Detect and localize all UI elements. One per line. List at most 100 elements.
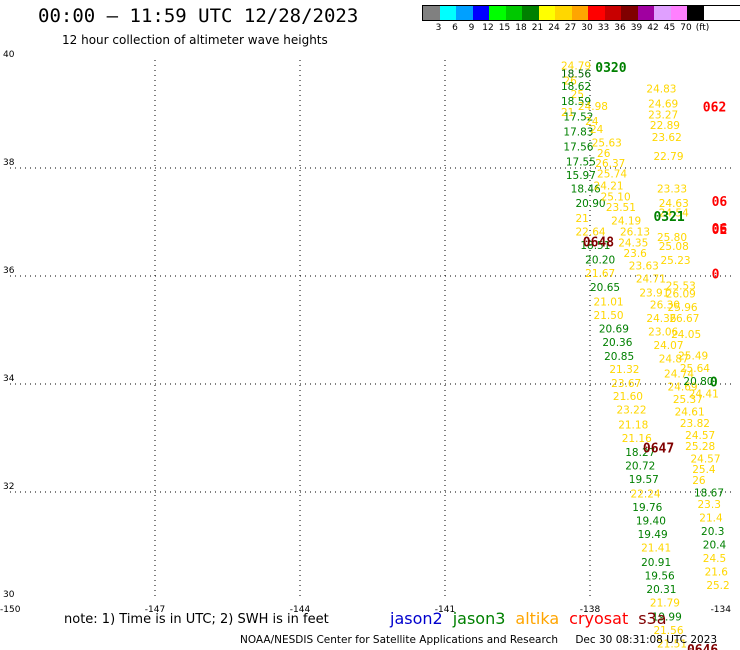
wave-height-value: 21.79 bbox=[650, 597, 680, 609]
grid-lines bbox=[10, 60, 731, 600]
wave-height-value: 23.06 bbox=[648, 326, 678, 338]
wave-height-value: 24.83 bbox=[646, 83, 676, 95]
wave-height-value: 21.01 bbox=[594, 297, 624, 309]
wave-height-value: 21.32 bbox=[609, 364, 639, 376]
footnote: note: 1) Time is in UTC; 2) SWH is in fe… bbox=[64, 612, 329, 627]
wave-height-value: 26.30 bbox=[650, 299, 680, 311]
x-tick-label: -138 bbox=[580, 605, 601, 615]
legend-entry-s3a: s3a bbox=[638, 609, 667, 628]
generated-timestamp: Dec 30 08:31:08 UTC 2023 bbox=[575, 634, 718, 646]
wave-height-value: 21.41 bbox=[641, 542, 671, 554]
color-scale-swatches bbox=[422, 5, 740, 21]
wave-height-value: 25.28 bbox=[685, 441, 715, 453]
wave-height-value: 26.13 bbox=[620, 227, 650, 239]
y-tick-label: 30 bbox=[3, 590, 15, 600]
wave-height-value: 19.57 bbox=[629, 474, 659, 486]
pass-time-label: 062 bbox=[703, 100, 726, 115]
wave-height-value: 23.63 bbox=[629, 261, 659, 273]
wave-height-value: 25.64 bbox=[680, 363, 710, 375]
wave-height-value: 20.69 bbox=[599, 324, 629, 336]
time-labels: 0320032106480647064606206060E00 bbox=[583, 61, 728, 650]
color-swatch bbox=[472, 6, 489, 20]
credit-line: NOAA/NESDIS Center for Satellite Applica… bbox=[240, 634, 717, 646]
pass-time-label: 0647 bbox=[643, 442, 674, 457]
wave-height-value: 21.56 bbox=[653, 625, 683, 637]
wave-height-value: 24.57 bbox=[690, 453, 720, 465]
color-swatch bbox=[456, 6, 473, 20]
color-scale-label: 24 bbox=[548, 23, 560, 33]
wave-height-value: 24.54 bbox=[659, 208, 689, 220]
pass-time-label: 0E bbox=[712, 223, 728, 238]
satellite-legend: jason2 jason3 altika cryosat s3a bbox=[390, 609, 677, 628]
wave-height-value: 23.62 bbox=[652, 132, 682, 144]
color-swatch bbox=[670, 6, 687, 20]
x-tick-label: -147 bbox=[145, 605, 165, 615]
wave-height-value: 21.60 bbox=[613, 391, 643, 403]
wave-height-value: 18.51 bbox=[580, 240, 610, 252]
wave-height-value: 18.56 bbox=[561, 68, 591, 80]
wave-height-value: 20.80 bbox=[683, 376, 713, 388]
wave-height-value: 18.59 bbox=[561, 96, 591, 108]
wave-height-value: 26 bbox=[597, 148, 611, 160]
wave-height-value: 24 bbox=[585, 116, 599, 128]
wave-height-value: 24.69 bbox=[648, 99, 678, 111]
wave-height-value: 20.85 bbox=[604, 351, 634, 363]
wave-height-value: 20.36 bbox=[602, 337, 632, 349]
wave-height-value: 20.65 bbox=[590, 282, 620, 294]
wave-height-value: 20.20 bbox=[585, 255, 615, 267]
wave-height-value: 21.4 bbox=[699, 513, 723, 525]
wave-height-value: 25.80 bbox=[657, 232, 687, 244]
wave-height-value: 21.67 bbox=[585, 268, 615, 280]
wave-height-value: 24.41 bbox=[689, 389, 719, 401]
pass-time-label: 0646 bbox=[687, 643, 718, 650]
wave-height-value: 25.2 bbox=[706, 580, 729, 592]
chart-subtitle: 12 hour collection of altimeter wave hei… bbox=[62, 33, 328, 47]
wave-height-value: 24.05 bbox=[671, 329, 701, 341]
wave-height-value: 23.91 bbox=[639, 288, 669, 300]
color-swatch bbox=[621, 6, 638, 20]
x-tick-label: -141 bbox=[435, 605, 455, 615]
wave-height-value: 23.51 bbox=[606, 202, 636, 214]
color-scale-bar: 3 6 9 12 15 18 21 24 27 30 33 36 39 42 45 70 (ft) bbox=[422, 5, 740, 33]
wave-height-value: 24.21 bbox=[594, 181, 624, 193]
wave-height-value: 26 bbox=[563, 75, 577, 87]
wave-height-value: 23.33 bbox=[657, 183, 687, 195]
wave-height-value: 23.27 bbox=[648, 109, 678, 121]
wave-height-value: 24.98 bbox=[578, 101, 608, 113]
wave-height-value: 24.57 bbox=[685, 430, 715, 442]
wave-height-value: 25.37 bbox=[673, 394, 703, 406]
color-scale-label: 30 bbox=[581, 23, 593, 33]
legend-entry-jason3: jason3 bbox=[452, 609, 506, 628]
wave-height-value: 25.63 bbox=[592, 137, 622, 149]
wave-height-value: 21.16 bbox=[622, 433, 652, 445]
wave-height-value: 19.40 bbox=[636, 515, 666, 527]
color-scale-label: 70 bbox=[680, 23, 692, 33]
wave-height-value: 19.49 bbox=[638, 529, 668, 541]
wave-height-value: 24.5 bbox=[703, 553, 726, 565]
wave-height-value: 24.87 bbox=[659, 353, 689, 365]
x-tick-label: -144 bbox=[290, 605, 311, 615]
color-scale-label: 21 bbox=[531, 23, 544, 33]
wave-height-value: 25.53 bbox=[666, 281, 696, 293]
legend-entry-cryosat: cryosat bbox=[569, 609, 629, 628]
pass-time-label: 0 bbox=[712, 268, 720, 283]
color-scale-label: (ft) bbox=[695, 23, 710, 33]
wave-height-value: 18.27 bbox=[625, 447, 655, 459]
wave-height-value: 26 bbox=[692, 475, 706, 487]
color-scale-label: 42 bbox=[647, 23, 659, 33]
pass-time-label: 06 bbox=[712, 222, 728, 237]
wave-height-value: 17.55 bbox=[566, 156, 596, 168]
wave-height-value: 25.74 bbox=[597, 169, 627, 181]
color-scale-label: 33 bbox=[597, 23, 610, 33]
color-scale-label: 3 bbox=[435, 23, 442, 33]
y-tick-label: 40 bbox=[3, 50, 15, 60]
pass-time-label: 0320 bbox=[595, 61, 626, 76]
wave-height-value: 20.31 bbox=[646, 584, 676, 596]
color-scale-label: 15 bbox=[498, 23, 511, 33]
color-scale-label: 18 bbox=[515, 23, 527, 33]
wave-height-value: 21.18 bbox=[618, 419, 648, 431]
wave-height-value: 25.08 bbox=[659, 241, 689, 253]
wave-height-value: 24.36 bbox=[646, 313, 676, 325]
color-swatch bbox=[522, 6, 539, 20]
wave-height-value: 21.50 bbox=[594, 310, 624, 322]
